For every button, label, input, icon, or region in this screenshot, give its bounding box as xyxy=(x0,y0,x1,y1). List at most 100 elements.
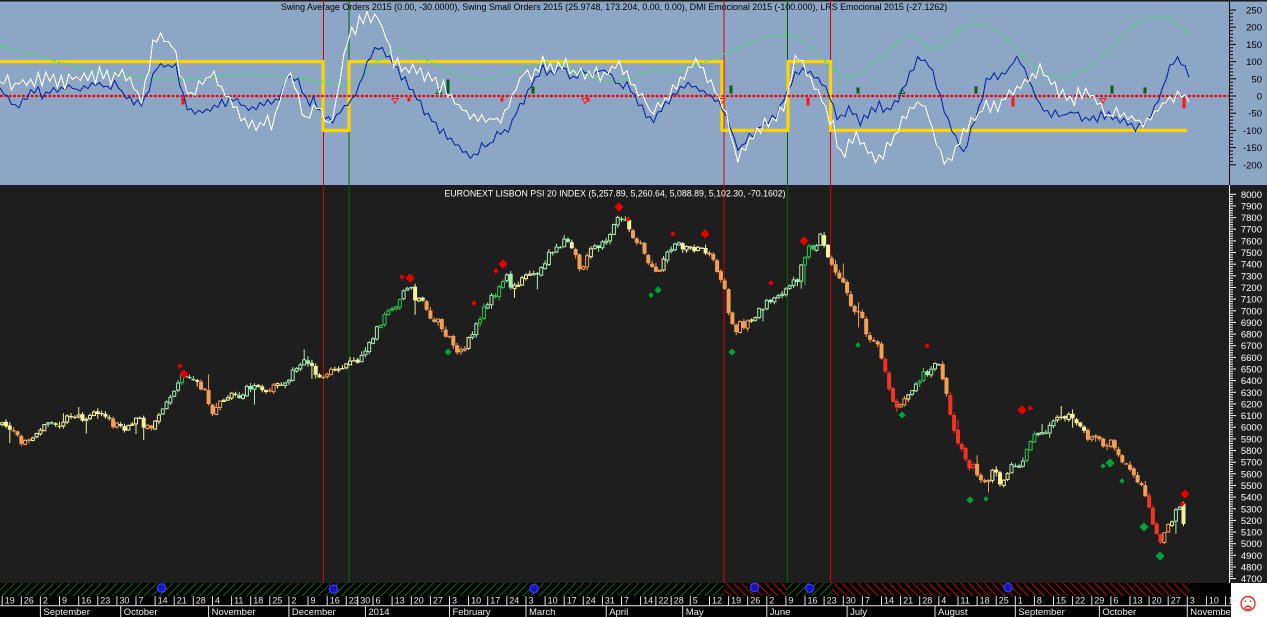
svg-text:Swing Average Orders 2015 (0.0: Swing Average Orders 2015 (0.00, -30.000… xyxy=(281,2,947,12)
svg-text:14: 14 xyxy=(884,596,894,606)
svg-text:27: 27 xyxy=(433,596,443,606)
svg-text:23: 23 xyxy=(100,596,110,606)
svg-text:4: 4 xyxy=(941,596,946,606)
svg-text:5400: 5400 xyxy=(1241,493,1262,504)
svg-text:9: 9 xyxy=(788,596,793,606)
svg-text:10: 10 xyxy=(1209,596,1219,606)
svg-text:30: 30 xyxy=(846,596,856,606)
svg-text:4: 4 xyxy=(215,596,220,606)
svg-text:20: 20 xyxy=(414,596,424,606)
svg-text:50: 50 xyxy=(1251,74,1262,85)
svg-text:6000: 6000 xyxy=(1241,423,1262,434)
svg-text:6700: 6700 xyxy=(1241,341,1262,352)
svg-text:19: 19 xyxy=(731,596,741,606)
svg-text:11: 11 xyxy=(234,596,243,606)
svg-text:9: 9 xyxy=(62,596,67,606)
svg-text:14: 14 xyxy=(643,596,653,606)
svg-text:5100: 5100 xyxy=(1241,528,1262,539)
svg-text:July: July xyxy=(850,607,867,617)
svg-text:16: 16 xyxy=(81,596,91,606)
svg-text:5000: 5000 xyxy=(1241,539,1262,550)
svg-text:5500: 5500 xyxy=(1241,481,1262,492)
svg-text:7: 7 xyxy=(139,596,144,606)
svg-text:5700: 5700 xyxy=(1241,458,1262,469)
svg-text:December: December xyxy=(292,607,336,617)
svg-text:7700: 7700 xyxy=(1241,225,1262,236)
svg-text:22: 22 xyxy=(658,596,668,606)
svg-text:October: October xyxy=(124,607,158,617)
svg-text:13: 13 xyxy=(1133,596,1143,606)
svg-text:6500: 6500 xyxy=(1241,365,1262,376)
svg-text:August: August xyxy=(938,607,968,617)
svg-text:-100: -100 xyxy=(1243,126,1262,137)
svg-text:March: March xyxy=(529,607,555,617)
svg-text:October: October xyxy=(1102,607,1136,617)
svg-text:7: 7 xyxy=(624,596,629,606)
svg-text:6: 6 xyxy=(376,596,381,606)
svg-text:200: 200 xyxy=(1246,23,1262,34)
svg-text:28: 28 xyxy=(922,596,932,606)
svg-text:150: 150 xyxy=(1246,40,1262,51)
svg-text:6400: 6400 xyxy=(1241,376,1262,387)
svg-text:10: 10 xyxy=(548,596,558,606)
svg-text:1: 1 xyxy=(1018,596,1023,606)
svg-text:September: September xyxy=(1018,607,1064,617)
svg-text:5300: 5300 xyxy=(1241,504,1262,515)
svg-text:100: 100 xyxy=(1246,57,1262,68)
svg-text:25: 25 xyxy=(999,596,1009,606)
svg-text:21: 21 xyxy=(177,596,187,606)
svg-text:17: 17 xyxy=(490,596,500,606)
svg-text:-200: -200 xyxy=(1243,160,1262,171)
svg-text:6: 6 xyxy=(1113,596,1118,606)
svg-text:May: May xyxy=(686,607,704,617)
svg-text:4900: 4900 xyxy=(1241,551,1262,562)
svg-text:February: February xyxy=(453,607,491,617)
svg-text:20: 20 xyxy=(1152,596,1162,606)
svg-text:24: 24 xyxy=(586,596,596,606)
svg-text:22: 22 xyxy=(1075,596,1085,606)
svg-text:10: 10 xyxy=(471,596,481,606)
svg-text:5800: 5800 xyxy=(1241,446,1262,457)
svg-text:6300: 6300 xyxy=(1241,388,1262,399)
svg-text:7: 7 xyxy=(865,596,870,606)
svg-text:2: 2 xyxy=(291,596,296,606)
svg-text:30: 30 xyxy=(360,596,370,606)
svg-text:23: 23 xyxy=(827,596,837,606)
svg-text:6900: 6900 xyxy=(1241,318,1262,329)
svg-text:EURONEXT LISBON PSI 20 INDEX (: EURONEXT LISBON PSI 20 INDEX (5,257.89, … xyxy=(444,189,785,199)
svg-text:17: 17 xyxy=(1228,596,1238,606)
svg-text:14: 14 xyxy=(158,596,168,606)
svg-text:5: 5 xyxy=(693,596,698,606)
svg-text:8000: 8000 xyxy=(1241,190,1262,201)
svg-text:5200: 5200 xyxy=(1241,516,1262,527)
svg-text:7200: 7200 xyxy=(1241,283,1262,294)
svg-text:21: 21 xyxy=(903,596,913,606)
svg-text:15: 15 xyxy=(1056,596,1066,606)
svg-text:6800: 6800 xyxy=(1241,330,1262,341)
svg-text:2: 2 xyxy=(43,596,48,606)
svg-text:6600: 6600 xyxy=(1241,353,1262,364)
svg-text:-150: -150 xyxy=(1243,143,1262,154)
svg-text:7400: 7400 xyxy=(1241,260,1262,271)
svg-text:8: 8 xyxy=(1037,596,1042,606)
svg-text:5900: 5900 xyxy=(1241,434,1262,445)
svg-text:3: 3 xyxy=(1190,596,1195,606)
svg-text:11: 11 xyxy=(961,596,970,606)
svg-text:7800: 7800 xyxy=(1241,213,1262,224)
svg-text:6100: 6100 xyxy=(1241,411,1262,422)
svg-text:2014: 2014 xyxy=(368,607,389,617)
svg-text:250: 250 xyxy=(1246,6,1262,17)
svg-text:26: 26 xyxy=(750,596,760,606)
svg-text:7100: 7100 xyxy=(1241,295,1262,306)
svg-text:31: 31 xyxy=(605,596,615,606)
svg-text:29: 29 xyxy=(1094,596,1104,606)
svg-text:18: 18 xyxy=(980,596,990,606)
svg-text:13: 13 xyxy=(395,596,405,606)
svg-text:28: 28 xyxy=(196,596,206,606)
svg-text:7000: 7000 xyxy=(1241,306,1262,317)
svg-text:4800: 4800 xyxy=(1241,563,1262,574)
svg-text:7600: 7600 xyxy=(1241,236,1262,247)
svg-text:12: 12 xyxy=(712,596,722,606)
svg-text:-50: -50 xyxy=(1248,109,1262,120)
svg-text:3: 3 xyxy=(529,596,534,606)
